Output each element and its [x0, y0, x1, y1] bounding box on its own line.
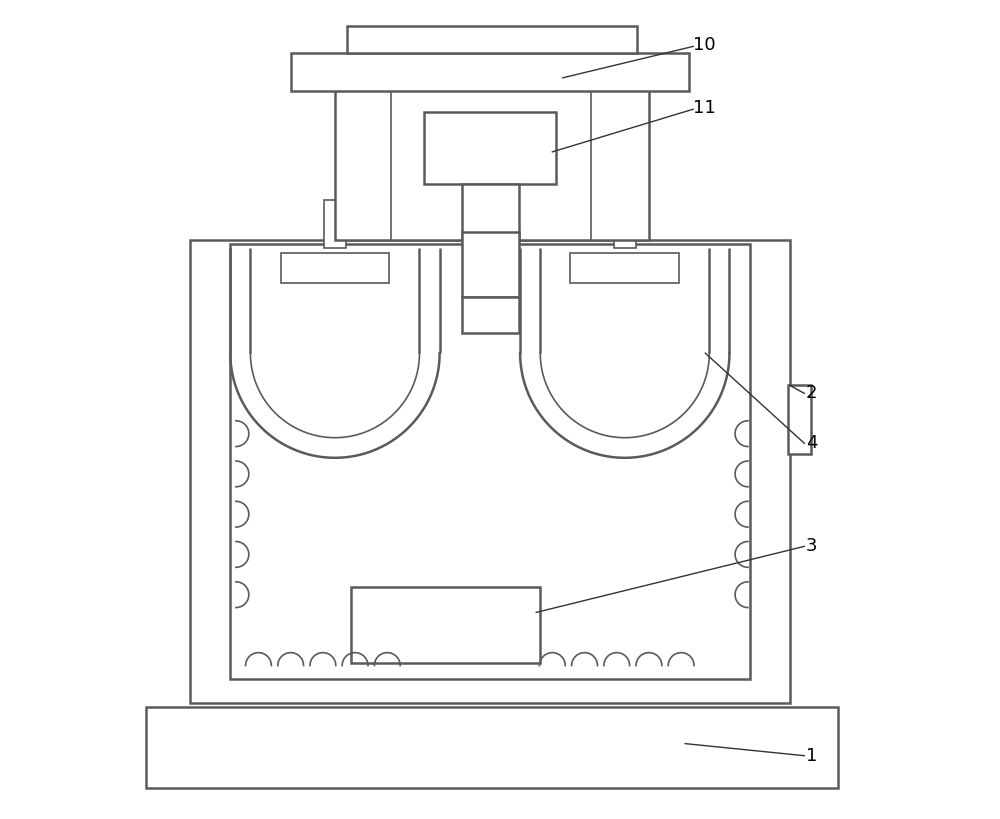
- Text: 1: 1: [806, 747, 817, 765]
- Bar: [788, 386, 811, 454]
- Bar: [462, 233, 519, 296]
- Bar: [570, 252, 679, 283]
- Text: 11: 11: [693, 98, 716, 116]
- Text: 3: 3: [806, 537, 817, 555]
- Bar: [230, 244, 750, 679]
- Bar: [335, 79, 649, 241]
- Bar: [291, 53, 689, 92]
- Bar: [351, 586, 540, 663]
- Bar: [424, 111, 556, 184]
- Text: 2: 2: [806, 384, 817, 402]
- Bar: [347, 26, 637, 53]
- Bar: [462, 184, 519, 241]
- Bar: [324, 200, 346, 248]
- Bar: [462, 296, 519, 333]
- Text: 10: 10: [693, 36, 716, 54]
- Bar: [281, 252, 389, 283]
- Bar: [146, 708, 838, 788]
- Bar: [614, 200, 636, 248]
- Text: 4: 4: [806, 434, 817, 452]
- Bar: [190, 241, 790, 704]
